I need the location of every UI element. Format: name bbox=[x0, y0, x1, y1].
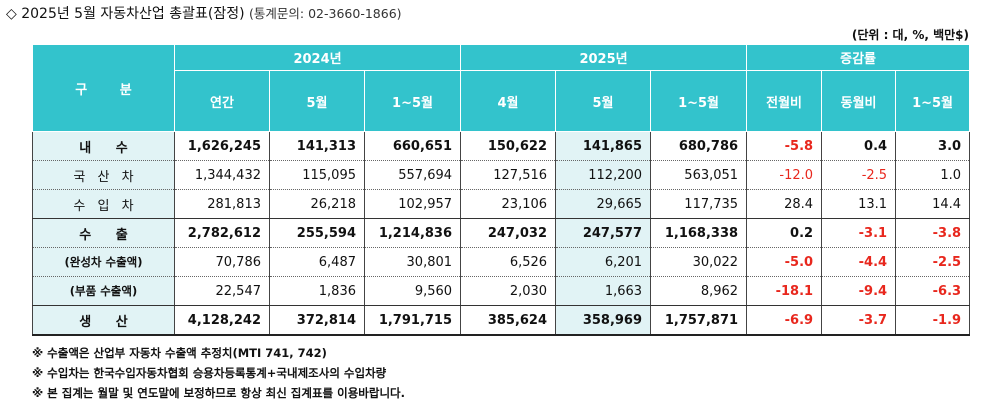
cell: 1,626,245 bbox=[174, 131, 270, 161]
unit-label: (단위 : 대, %, 백만$) bbox=[851, 28, 969, 42]
row-label: 생 산 bbox=[32, 305, 175, 336]
table-row: 수 입 차 281,813 26,218 102,957 23,106 29,6… bbox=[32, 189, 971, 219]
table-row: (완성차 수출액) 70,786 6,487 30,801 6,526 6,20… bbox=[32, 247, 971, 277]
cell: 115,095 bbox=[269, 160, 365, 190]
cell: 14.4 bbox=[895, 189, 971, 219]
cell: 6,526 bbox=[460, 247, 557, 277]
cell: 150,622 bbox=[460, 131, 557, 161]
cell: 0.2 bbox=[746, 218, 823, 248]
cell: 70,786 bbox=[174, 247, 270, 277]
cell: 8,962 bbox=[650, 276, 748, 306]
cell: 1,836 bbox=[269, 276, 365, 306]
header-col: 1~5월 bbox=[650, 70, 748, 132]
footnote: ※ 본 집계는 월말 및 연도말에 보정하므로 항상 최신 집계표를 이용바랍니… bbox=[32, 386, 405, 400]
row-label: 국 산 차 bbox=[32, 160, 175, 190]
cell: 26,218 bbox=[269, 189, 365, 219]
cell: 9,560 bbox=[363, 276, 462, 306]
table-row: (부품 수출액) 22,547 1,836 9,560 2,030 1,663 … bbox=[32, 276, 971, 306]
cell: 112,200 bbox=[555, 160, 652, 190]
cell: 1,168,338 bbox=[650, 218, 748, 248]
cell: 117,735 bbox=[650, 189, 748, 219]
cell: -5.8 bbox=[746, 131, 823, 161]
footnote: ※ 수입차는 한국수입자동차협회 승용차등록통계+국내제조사의 수입차량 bbox=[32, 366, 387, 380]
cell: -1.9 bbox=[895, 305, 971, 336]
contact-info: (통계문의: 02-3660-1866) bbox=[249, 6, 402, 21]
cell: 13.1 bbox=[821, 189, 897, 219]
header-col: 4월 bbox=[460, 70, 557, 132]
cell: 0.4 bbox=[821, 131, 897, 161]
cell: 102,957 bbox=[363, 189, 462, 219]
header-col: 동월비 bbox=[821, 70, 897, 132]
table-row: 수 출 2,782,612 255,594 1,214,836 247,032 … bbox=[32, 218, 971, 248]
footnotes: ※ 수출액은 산업부 자동차 수출액 추정치(MTI 741, 742) ※ 수… bbox=[32, 343, 405, 403]
cell: 358,969 bbox=[555, 305, 652, 336]
cell: 29,665 bbox=[555, 189, 652, 219]
cell: -12.0 bbox=[746, 160, 823, 190]
header-group-2024: 2024년 bbox=[173, 44, 462, 71]
cell: 2,782,612 bbox=[174, 218, 270, 248]
cell: -3.7 bbox=[821, 305, 897, 336]
title-text: ◇ 2025년 5월 자동차산업 총괄표(잠정) bbox=[6, 6, 245, 22]
table-row: 생 산 4,128,242 372,814 1,791,715 385,624 … bbox=[32, 305, 971, 336]
cell: 6,487 bbox=[269, 247, 365, 277]
header-group-change: 증감률 bbox=[746, 44, 971, 71]
cell: 557,694 bbox=[363, 160, 462, 190]
cell: -9.4 bbox=[821, 276, 897, 306]
cell: 660,651 bbox=[363, 131, 462, 161]
cell: 563,051 bbox=[650, 160, 748, 190]
cell: 1,214,836 bbox=[363, 218, 462, 248]
header-gubun: 구 분 bbox=[32, 44, 175, 132]
cell: -4.4 bbox=[821, 247, 897, 277]
header-col: 전월비 bbox=[746, 70, 823, 132]
cell: 247,577 bbox=[555, 218, 652, 248]
table-row: 국 산 차 1,344,432 115,095 557,694 127,516 … bbox=[32, 160, 971, 190]
header-col: 5월 bbox=[269, 70, 365, 132]
cell: 30,022 bbox=[650, 247, 748, 277]
header-col: 1~5월 bbox=[363, 70, 462, 132]
cell: 6,201 bbox=[555, 247, 652, 277]
cell: 247,032 bbox=[460, 218, 557, 248]
cell: -2.5 bbox=[821, 160, 897, 190]
cell: -2.5 bbox=[895, 247, 971, 277]
cell: -6.3 bbox=[895, 276, 971, 306]
cell: 22,547 bbox=[174, 276, 270, 306]
cell: -3.1 bbox=[821, 218, 897, 248]
cell: 281,813 bbox=[174, 189, 270, 219]
header-col: 연간 bbox=[174, 70, 270, 132]
cell: 680,786 bbox=[650, 131, 748, 161]
cell: 1,791,715 bbox=[363, 305, 462, 336]
cell: -6.9 bbox=[746, 305, 823, 336]
cell: 1,663 bbox=[555, 276, 652, 306]
cell: 1.0 bbox=[895, 160, 971, 190]
table-row: 내 수 1,626,245 141,313 660,651 150,622 14… bbox=[32, 131, 971, 161]
page-title: ◇ 2025년 5월 자동차산업 총괄표(잠정) (통계문의: 02-3660-… bbox=[6, 3, 402, 23]
cell: 30,801 bbox=[363, 247, 462, 277]
header-group-2025: 2025년 bbox=[460, 44, 748, 71]
cell: 1,344,432 bbox=[174, 160, 270, 190]
cell: 4,128,242 bbox=[174, 305, 270, 336]
cell: -18.1 bbox=[746, 276, 823, 306]
summary-table: 구 분 2024년 2025년 증감률 연간 5월 1~5월 4월 5월 1~5… bbox=[32, 44, 971, 336]
cell: 127,516 bbox=[460, 160, 557, 190]
cell: 255,594 bbox=[269, 218, 365, 248]
header-col: 1~5월 bbox=[895, 70, 971, 132]
cell: 3.0 bbox=[895, 131, 971, 161]
cell: 141,865 bbox=[555, 131, 652, 161]
row-label: (부품 수출액) bbox=[32, 276, 175, 306]
row-label: 수 입 차 bbox=[32, 189, 175, 219]
cell: -5.0 bbox=[746, 247, 823, 277]
cell: 2,030 bbox=[460, 276, 557, 306]
cell: 385,624 bbox=[460, 305, 557, 336]
header-col: 5월 bbox=[555, 70, 652, 132]
cell: 28.4 bbox=[746, 189, 823, 219]
cell: 372,814 bbox=[269, 305, 365, 336]
cell: -3.8 bbox=[895, 218, 971, 248]
row-label: (완성차 수출액) bbox=[32, 247, 175, 277]
cell: 23,106 bbox=[460, 189, 557, 219]
cell: 141,313 bbox=[269, 131, 365, 161]
cell: 1,757,871 bbox=[650, 305, 748, 336]
footnote: ※ 수출액은 산업부 자동차 수출액 추정치(MTI 741, 742) bbox=[32, 346, 327, 360]
row-label: 수 출 bbox=[32, 218, 175, 248]
row-label: 내 수 bbox=[32, 131, 175, 161]
